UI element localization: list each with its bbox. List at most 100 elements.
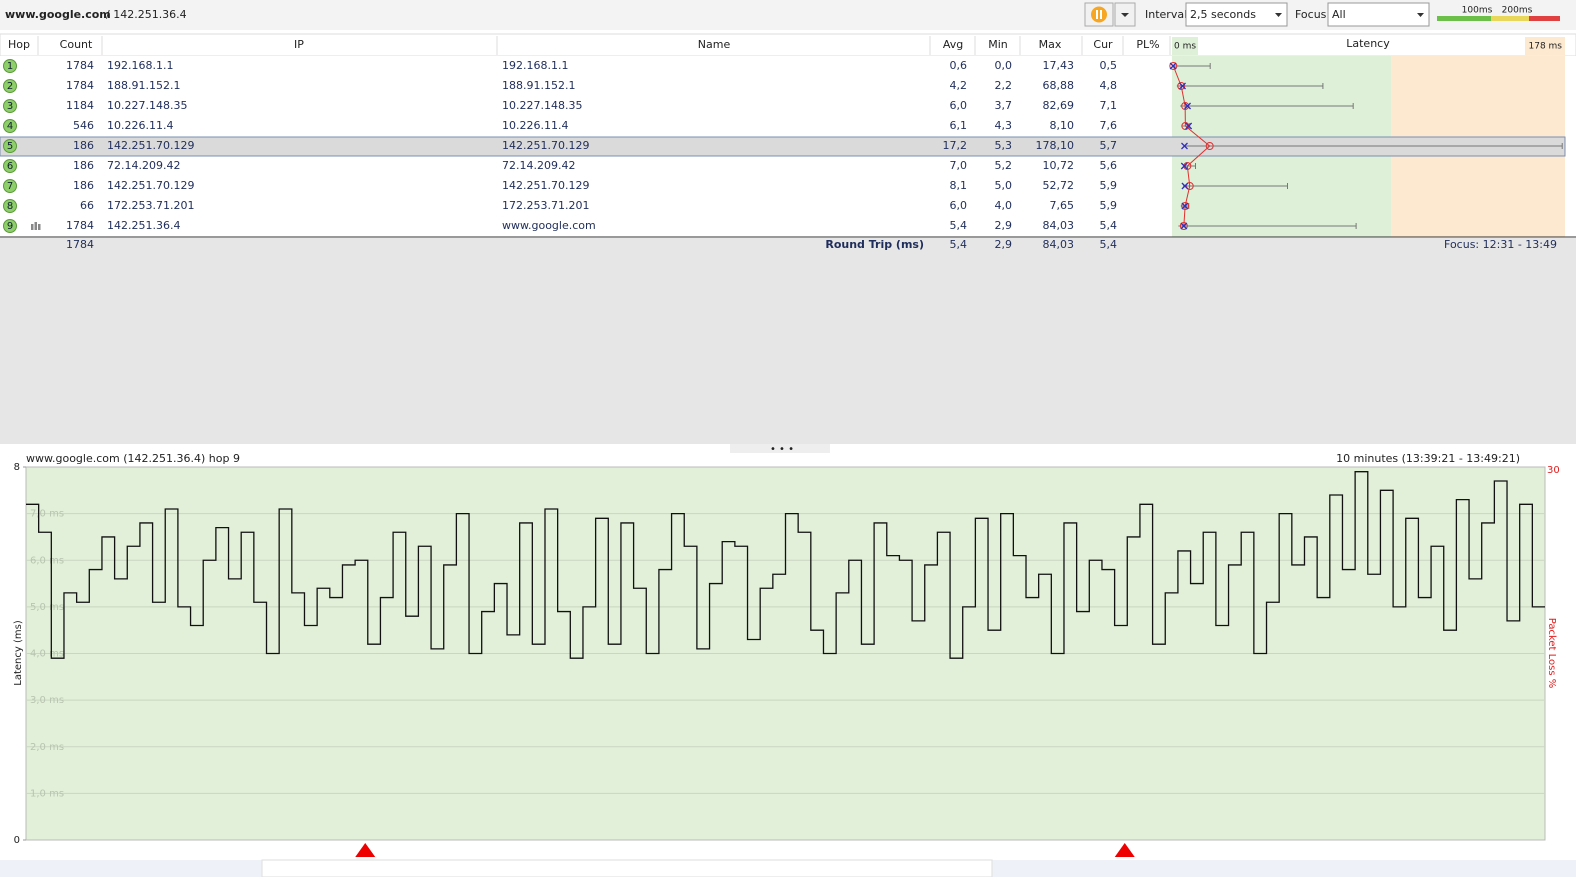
- focus-label: Focus: [1295, 8, 1327, 21]
- summary-cur: 5,4: [1100, 238, 1118, 251]
- max: 52,72: [1043, 179, 1075, 192]
- y-tick-label: 6,0 ms: [30, 555, 64, 566]
- column-header: Name: [698, 38, 731, 51]
- name: 142.251.70.129: [502, 179, 589, 192]
- y-tick-label: 7,0 ms: [30, 509, 64, 520]
- hop-number: 8: [7, 201, 13, 212]
- name: www.google.com: [502, 219, 596, 232]
- name: 10.227.148.35: [502, 99, 582, 112]
- y2-axis-label: Packet Loss %: [1546, 618, 1557, 689]
- column-header: Hop: [8, 38, 30, 51]
- ip: 142.251.36.4: [107, 219, 180, 232]
- cur-marker: [1184, 102, 1192, 110]
- hop-badge: [3, 99, 17, 113]
- focus-select[interactable]: [1327, 2, 1430, 27]
- ip: 192.168.1.1: [107, 59, 173, 72]
- summary-min: 2,9: [995, 238, 1013, 251]
- hop-badge: [3, 59, 17, 73]
- count: 546: [73, 119, 94, 132]
- threshold-good: [1437, 16, 1491, 21]
- latency-max-label: 178 ms: [1529, 42, 1563, 52]
- count: 186: [73, 179, 94, 192]
- focus-value: All: [1332, 8, 1346, 21]
- name: 142.251.70.129: [502, 139, 589, 152]
- summary-area: [0, 238, 1576, 444]
- column-header: Max: [1039, 38, 1062, 51]
- avg-marker: [1181, 102, 1190, 110]
- latency-header: Latency: [1346, 37, 1390, 50]
- dropdown-arrow: [1121, 13, 1129, 17]
- count: 1784: [66, 79, 94, 92]
- cur-marker: [1179, 82, 1186, 90]
- avg-marker: [1181, 202, 1190, 210]
- cur: 5,9: [1100, 179, 1118, 192]
- cur-marker: [1180, 222, 1188, 230]
- name: 10.226.11.4: [502, 119, 568, 132]
- threshold-bad: [1529, 16, 1560, 21]
- hop-badge: [3, 119, 17, 133]
- ip: 188.91.152.1: [107, 79, 180, 92]
- avg-marker: [1205, 142, 1214, 150]
- graph-icon: [31, 224, 34, 230]
- hop-number: 9: [7, 221, 13, 232]
- avg: 17,2: [943, 139, 968, 152]
- y-tick-label: 4,0 ms: [30, 649, 64, 660]
- max: 10,72: [1043, 159, 1075, 172]
- interval-select[interactable]: [1185, 2, 1288, 27]
- avg-marker: [1169, 62, 1178, 70]
- y-tick-label: 5,0 ms: [30, 602, 64, 613]
- column-header: Avg: [943, 38, 963, 51]
- summary-label: Round Trip (ms): [825, 238, 924, 251]
- cur-marker: [1181, 202, 1189, 210]
- hop-badge: [3, 179, 17, 193]
- cur-marker: [1169, 62, 1177, 70]
- min: 0,0: [995, 59, 1013, 72]
- selected-row: [0, 136, 1566, 157]
- cur: 4,8: [1100, 79, 1118, 92]
- min: 4,3: [995, 119, 1013, 132]
- max: 7,65: [1050, 199, 1075, 212]
- threshold-label: 100ms: [1462, 6, 1493, 16]
- min: 3,7: [995, 99, 1013, 112]
- ip: 142.251.70.129: [107, 139, 194, 152]
- y2-tick-label: 30: [1547, 465, 1560, 476]
- max: 68,88: [1043, 79, 1075, 92]
- cur: 5,7: [1100, 139, 1118, 152]
- avg: 5,4: [950, 219, 968, 232]
- graph-icon: [38, 224, 41, 230]
- hop-badge: [3, 199, 17, 213]
- graph-title: www.google.com (142.251.36.4) hop 9: [26, 452, 240, 465]
- threshold-warn: [1491, 16, 1529, 21]
- cur-marker: [1180, 162, 1188, 170]
- cur: 5,6: [1100, 159, 1118, 172]
- cur: 5,9: [1100, 199, 1118, 212]
- graph-range: 10 minutes (13:39:21 - 13:49:21): [1336, 452, 1520, 465]
- avg: 8,1: [950, 179, 968, 192]
- ip: 10.227.148.35: [107, 99, 187, 112]
- cur: 5,4: [1100, 219, 1118, 232]
- avg: 6,0: [950, 99, 968, 112]
- max: 17,43: [1043, 59, 1075, 72]
- cur-marker: [1181, 182, 1189, 190]
- avg: 7,0: [950, 159, 968, 172]
- packet-loss-marker: [355, 843, 376, 857]
- pause-icon: [1091, 6, 1107, 23]
- pause-bar: [1096, 10, 1098, 19]
- hop-badge: [3, 219, 17, 233]
- y-axis-label: Latency (ms): [13, 620, 24, 686]
- threshold-label: 200ms: [1502, 6, 1533, 16]
- count: 1184: [66, 99, 94, 112]
- column-header: PL%: [1136, 38, 1159, 51]
- cur: 0,5: [1100, 59, 1118, 72]
- avg: 6,1: [950, 119, 968, 132]
- hop-number: 6: [7, 161, 13, 172]
- splitter[interactable]: [730, 444, 830, 453]
- column-header: IP: [294, 38, 304, 51]
- name: 192.168.1.1: [502, 59, 568, 72]
- hop-number: 4: [7, 121, 13, 132]
- avg: 4,2: [950, 79, 968, 92]
- cur-marker: [1181, 142, 1188, 150]
- summary-max: 84,03: [1043, 238, 1075, 251]
